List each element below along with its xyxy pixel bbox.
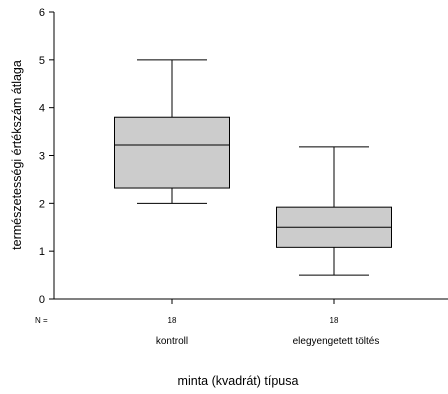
y-tick-label: 5 (39, 55, 45, 67)
box-group (114, 59, 230, 204)
labels: természetességi értékszám átlaga minta (… (10, 60, 379, 388)
category-label: kontroll (156, 336, 188, 347)
iqr-box (114, 116, 230, 189)
y-tick-label: 1 (39, 246, 45, 258)
y-tick-label: 6 (39, 7, 45, 19)
boxes (114, 59, 392, 276)
category-label: elegyengetett töltés (293, 336, 380, 347)
n-label: N = (35, 316, 48, 325)
n-value: 18 (168, 316, 177, 325)
n-value: 18 (330, 316, 339, 325)
y-tick-label: 2 (39, 198, 45, 210)
y-axis-title: természetességi értékszám átlaga (10, 60, 24, 250)
x-axis-title: minta (kvadrát) típusa (178, 374, 299, 388)
y-tick-label: 3 (39, 151, 45, 163)
box-group (276, 146, 392, 276)
axes: 0 1 2 3 4 5 6 (39, 7, 448, 306)
y-tick-label: 4 (39, 103, 45, 115)
y-tick-label: 0 (39, 294, 45, 306)
